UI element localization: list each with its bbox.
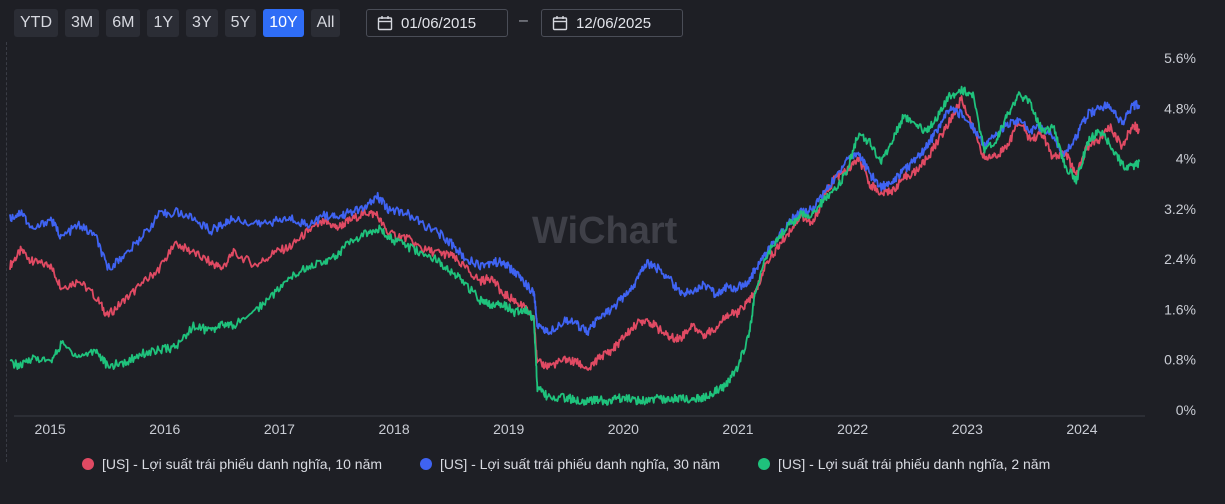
legend-dot-icon <box>758 458 771 470</box>
y-tick-label: 4% <box>1176 151 1196 167</box>
calendar-icon <box>552 16 568 31</box>
x-axis: 2015 2016 2017 2018 2019 2020 2021 2022 2023 2024 <box>14 415 1145 437</box>
y-tick-label: 2.4% <box>1164 251 1196 267</box>
x-tick-label: 2024 <box>1066 421 1097 437</box>
start-date-picker[interactable]: 01/06/2015 <box>366 9 508 37</box>
x-tick-label: 2021 <box>722 421 753 437</box>
legend-label: [US] - Lợi suất trái phiếu danh nghĩa, 1… <box>102 456 383 472</box>
yield-line-chart[interactable]: WiChart 5.6% 4.8% 4% 3.2% 2.4% 1.6% 0.8% 0% 201… <box>0 40 1225 450</box>
range-button-1y[interactable]: 1Y <box>147 9 180 37</box>
range-button-all[interactable]: All <box>310 9 341 37</box>
range-button-ytd[interactable]: YTD <box>14 9 58 37</box>
x-tick-label: 2023 <box>952 421 983 437</box>
end-date-value: 12/06/2025 <box>576 14 652 32</box>
start-date-value: 01/06/2015 <box>401 14 477 32</box>
y-tick-label: 4.8% <box>1164 100 1196 116</box>
date-separator: – <box>519 12 528 29</box>
range-button-10y[interactable]: 10Y <box>263 9 304 37</box>
legend-item[interactable]: [US] - Lợi suất trái phiếu danh nghĩa, 2… <box>758 456 1050 472</box>
series-line-1 <box>9 100 1141 337</box>
legend-item[interactable]: [US] - Lợi suất trái phiếu danh nghĩa, 3… <box>420 456 720 472</box>
x-tick-label: 2019 <box>493 421 524 437</box>
watermark-text: WiChart <box>532 210 678 252</box>
legend-label: [US] - Lợi suất trái phiếu danh nghĩa, 3… <box>440 456 721 472</box>
y-tick-label: 5.6% <box>1164 50 1196 66</box>
legend-dot-icon <box>420 458 433 470</box>
series-line-2 <box>9 85 1141 406</box>
y-tick-label: 1.6% <box>1164 301 1196 317</box>
chart-legend: [US] - Lợi suất trái phiếu danh nghĩa, 1… <box>82 456 1050 472</box>
x-tick-label: 2018 <box>378 421 409 437</box>
range-button-6m[interactable]: 6M <box>106 9 141 37</box>
x-tick-label: 2016 <box>149 421 180 437</box>
calendar-icon <box>377 16 393 31</box>
legend-dot-icon <box>82 458 94 470</box>
series-lines <box>9 85 1141 406</box>
end-date-picker[interactable]: 12/06/2025 <box>541 9 683 37</box>
wichart-watermark: WiChart <box>532 210 678 252</box>
legend-item[interactable]: [US] - Lợi suất trái phiếu danh nghĩa, 1… <box>82 456 382 472</box>
y-axis: 5.6% 4.8% 4% 3.2% 2.4% 1.6% 0.8% 0% <box>1164 50 1196 418</box>
y-tick-label: 0.8% <box>1164 352 1196 368</box>
range-button-3y[interactable]: 3Y <box>186 9 218 37</box>
chart-left-border <box>6 42 7 462</box>
range-selector: YTD 3M 6M 1Y 3Y 5Y 10Y All <box>14 9 341 37</box>
legend-label: [US] - Lợi suất trái phiếu danh nghĩa, 2… <box>778 456 1051 472</box>
range-button-3m[interactable]: 3M <box>65 9 100 37</box>
x-tick-label: 2020 <box>608 421 639 437</box>
x-tick-label: 2022 <box>837 421 868 437</box>
x-tick-label: 2017 <box>264 421 295 437</box>
y-tick-label: 3.2% <box>1164 201 1196 217</box>
range-button-5y[interactable]: 5Y <box>224 9 257 37</box>
x-tick-label: 2015 <box>35 421 66 437</box>
y-tick-label: 0% <box>1176 402 1196 418</box>
